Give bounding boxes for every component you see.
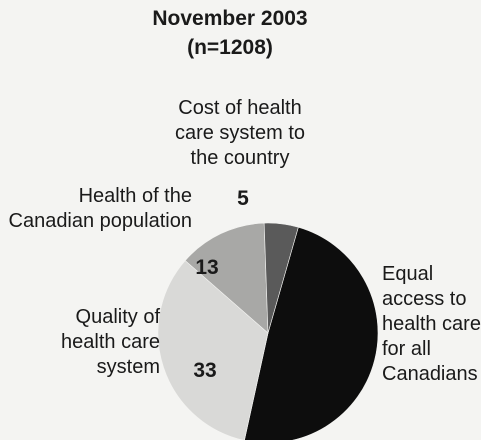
pie-value-quality: 33 xyxy=(193,359,216,382)
slice-label-line: care system to xyxy=(174,122,306,144)
slice-label-line: health care xyxy=(382,313,481,335)
chart-title: November 2003 xyxy=(152,7,308,30)
slice-label-line: system xyxy=(96,356,160,378)
slice-label-line: Canadians xyxy=(382,363,478,385)
slice-label-cost: Cost of health care system to the countr… xyxy=(160,96,320,171)
pie-slice-equal-access xyxy=(244,226,379,440)
slice-label-quality: Quality of health care system xyxy=(30,305,160,380)
chart-subtitle: (n=1208) xyxy=(187,36,273,59)
slice-label-line: for all xyxy=(382,338,431,360)
slice-label-line: Cost of health xyxy=(178,97,302,119)
slice-label-line: the country xyxy=(190,147,290,169)
pie-slice-cost xyxy=(263,222,299,334)
pie-value-cost: 5 xyxy=(237,187,249,210)
slice-label-line: Canadian population xyxy=(8,210,193,232)
pie-slice-quality xyxy=(157,260,269,440)
chart-title-block: November 2003 (n=1208) xyxy=(100,4,360,62)
slice-label-population-health: Health of the Canadian population xyxy=(0,184,193,234)
pie-slice-population-health xyxy=(184,222,269,334)
slice-label-line: health care xyxy=(61,331,160,353)
slice-label-line: Quality of xyxy=(75,306,160,328)
slice-label-line: access to xyxy=(382,288,467,310)
pie-value-population-health: 13 xyxy=(195,256,218,279)
slice-label-equal-access: Equal access to health care for all Cana… xyxy=(382,262,481,387)
slice-label-line: Health of the xyxy=(78,185,192,207)
slice-label-line: Equal xyxy=(382,263,434,285)
